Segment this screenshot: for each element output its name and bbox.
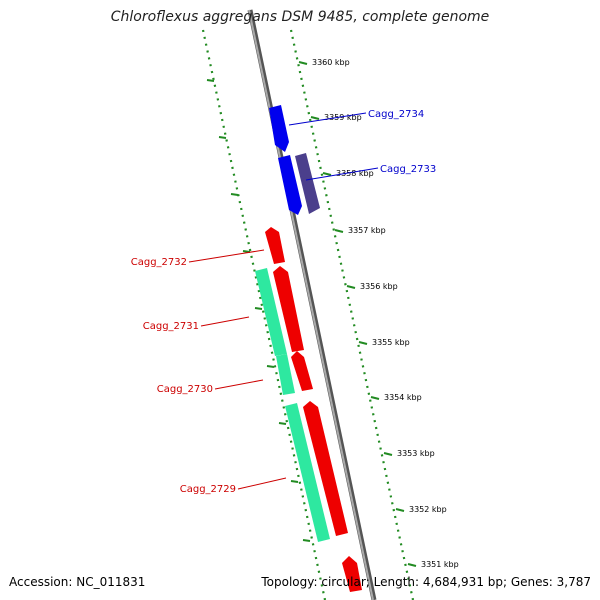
gene-arrow-partial[interactable] <box>342 556 362 592</box>
gene-label[interactable]: Cagg_2731 <box>143 321 199 332</box>
inner-tick-mark <box>206 79 215 82</box>
gene-leader-line <box>214 379 264 390</box>
inner-tick-mark <box>254 307 263 310</box>
tick-label: 3357 kbp <box>348 226 386 235</box>
gene-arrow-cagg-2731[interactable] <box>273 266 304 352</box>
tick-label: 3353 kbp <box>397 449 435 458</box>
gene-leader-line <box>188 249 265 263</box>
gene-label[interactable]: Cagg_2734 <box>368 109 424 120</box>
tick-mark <box>322 172 332 176</box>
tick-mark <box>395 508 405 512</box>
tick-label: 3360 kbp <box>312 58 350 67</box>
tick-label: 3351 kbp <box>421 560 459 569</box>
inner-tick-mark <box>290 480 299 483</box>
tick-mark <box>334 229 344 233</box>
inner-tick-mark <box>266 365 275 368</box>
tick-mark <box>370 396 380 400</box>
gene-arrow-cagg-2732[interactable] <box>265 227 285 264</box>
rna-feature-2731[interactable] <box>255 268 287 356</box>
gene-label-track: Cagg_2734 Cagg_2733 Cagg_2732 Cagg_2731 Cagg… <box>131 109 437 495</box>
tick-track: 3360 kbp 3359 kbp 3358 kbp 3357 kbp 3356 kbp… <box>206 58 459 569</box>
gene-label[interactable]: Cagg_2733 <box>380 164 436 175</box>
tick-mark <box>358 341 368 345</box>
gene-label[interactable]: Cagg_2730 <box>157 384 213 395</box>
gene-arrow-cagg-2733[interactable] <box>278 155 302 215</box>
gene-arrow-cagg-2734[interactable] <box>269 105 289 152</box>
gene-arrow-cagg-2730[interactable] <box>291 351 313 391</box>
tick-mark <box>346 285 356 289</box>
inner-tick-mark <box>230 193 239 196</box>
gene-leader-line <box>305 167 379 181</box>
tick-label: 3355 kbp <box>372 338 410 347</box>
rna-feature-2729[interactable] <box>285 403 330 542</box>
accession-label: Accession: NC_011831 <box>9 575 146 589</box>
gene-leader-line <box>237 477 287 490</box>
inner-tick-mark <box>278 422 287 425</box>
gene-arrow-other[interactable] <box>295 153 320 214</box>
gene-arrow-cagg-2729[interactable] <box>303 401 348 536</box>
tick-label: 3359 kbp <box>324 113 362 122</box>
tick-mark <box>383 452 393 456</box>
tick-label: 3354 kbp <box>384 393 422 402</box>
gene-label[interactable]: Cagg_2729 <box>180 484 236 495</box>
map-title: Chloroflexus aggregans DSM 9485, complet… <box>110 9 490 25</box>
gene-features <box>255 105 362 592</box>
tick-label: 3358 kbp <box>336 169 374 178</box>
gene-label[interactable]: Cagg_2732 <box>131 257 187 268</box>
tick-mark <box>310 116 320 120</box>
rna-feature-2730[interactable] <box>276 354 295 395</box>
gene-leader-line <box>200 316 250 327</box>
left-dotted-track <box>201 29 327 600</box>
genome-summary-label: Topology: circular; Length: 4,684,931 bp… <box>261 575 591 589</box>
inner-tick-mark <box>218 136 227 139</box>
tick-mark <box>407 563 417 567</box>
gene-leader-line <box>288 112 367 126</box>
tick-mark <box>298 61 308 65</box>
inner-tick-mark <box>302 539 311 542</box>
tick-label: 3352 kbp <box>409 505 447 514</box>
inner-tick-mark <box>242 250 251 253</box>
tick-label: 3356 kbp <box>360 282 398 291</box>
